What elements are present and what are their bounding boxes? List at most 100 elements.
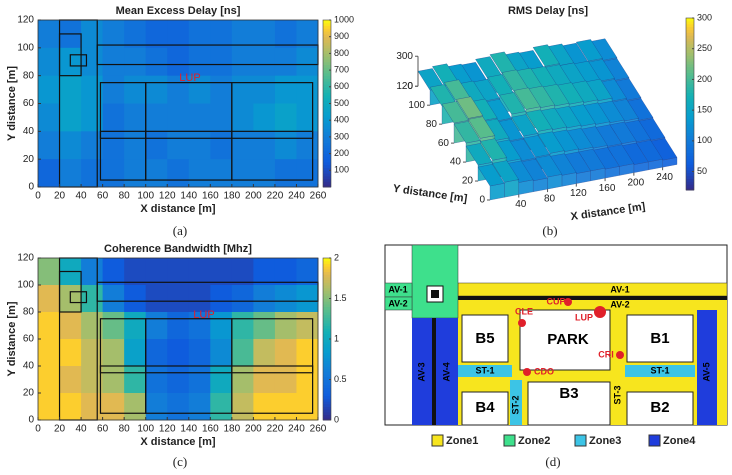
block xyxy=(461,391,509,426)
colorbar-step xyxy=(323,86,331,91)
colorbar-step xyxy=(686,52,694,56)
colorbar-step xyxy=(323,325,331,329)
colorbar-step xyxy=(323,145,331,149)
colorbar-step xyxy=(323,285,331,289)
x-tick-label: 240 xyxy=(288,424,305,435)
heat-cell xyxy=(210,339,233,367)
heat-cell xyxy=(145,103,168,132)
colorbar-step xyxy=(323,387,331,391)
colorbar-step xyxy=(323,58,331,63)
heat-cell xyxy=(38,285,60,313)
legend-label: Zone2 xyxy=(518,435,550,447)
y-tick-label: 100 xyxy=(17,280,34,291)
colorbar-step xyxy=(323,22,331,27)
y-tick-label: 40 xyxy=(450,157,462,168)
colorbar-step xyxy=(323,45,331,49)
colorbar-step xyxy=(323,134,331,138)
colorbar-step xyxy=(323,84,331,88)
heat-cell xyxy=(274,159,297,188)
x-axis-label: X distance [m] xyxy=(140,203,216,215)
heat-cell xyxy=(167,312,190,340)
y-tick-label: 100 xyxy=(408,100,425,111)
colorbar-tick-label: 200 xyxy=(334,148,349,158)
colorbar-step xyxy=(323,401,331,405)
street xyxy=(412,318,432,425)
heat-cell xyxy=(231,366,254,394)
heat-cell xyxy=(253,312,276,340)
surface-tile xyxy=(575,39,603,62)
chart-title: Coherence Bandwidth [Mhz] xyxy=(104,243,252,255)
colorbar-step xyxy=(323,276,331,281)
heat-cell xyxy=(81,47,104,77)
colorbar-step xyxy=(323,376,331,380)
heat-cell xyxy=(102,47,125,77)
colorbar-step xyxy=(686,89,694,94)
colorbar-step xyxy=(686,178,694,182)
colorbar-step xyxy=(323,411,331,416)
surface-tile xyxy=(441,101,469,124)
heat-cell xyxy=(274,103,297,132)
colorbar-step xyxy=(323,347,331,351)
x-tick-label: 260 xyxy=(310,424,327,435)
colorbar-tick-label: 150 xyxy=(697,105,712,115)
heat-cell xyxy=(188,131,211,160)
colorbar-step xyxy=(323,395,331,399)
colorbar-step xyxy=(323,173,331,177)
colorbar-step xyxy=(323,287,331,291)
surface-tile xyxy=(465,143,493,166)
colorbar-step xyxy=(686,75,694,79)
median xyxy=(432,318,436,425)
colorbar-step xyxy=(686,38,694,42)
colorbar-step xyxy=(323,403,331,407)
surface-tile xyxy=(480,138,508,161)
x-tick-label: 40 xyxy=(76,191,88,202)
colorbar-tick-label: 400 xyxy=(334,115,349,125)
heat-cell xyxy=(38,312,60,340)
colorbar-step xyxy=(323,393,331,397)
surface-tile xyxy=(537,131,565,154)
street xyxy=(384,296,413,311)
heat-cell xyxy=(124,258,147,286)
heat-cell xyxy=(296,47,319,77)
street xyxy=(436,318,458,425)
point-label: LUP xyxy=(575,312,593,322)
point-marker xyxy=(616,351,624,359)
heat-cell xyxy=(296,258,319,286)
heat-cell xyxy=(59,75,82,104)
colorbar-step xyxy=(323,153,331,157)
heat-cell xyxy=(210,366,233,394)
heat-cell xyxy=(124,131,147,160)
y-tick-label: 0 xyxy=(28,415,34,426)
heat-cell xyxy=(145,339,168,367)
x-tick-label: 200 xyxy=(628,177,645,188)
colorbar-step xyxy=(323,131,331,135)
heat-cell xyxy=(274,312,297,340)
colorbar-tick-label: 1000 xyxy=(334,14,354,24)
y-tick-label: 120 xyxy=(396,81,413,92)
heat-cell xyxy=(296,75,319,104)
heat-cell xyxy=(188,258,211,286)
street xyxy=(697,310,717,425)
colorbar-step xyxy=(686,158,694,162)
colorbar-tick-label: 1.5 xyxy=(334,293,347,303)
point-label: CLE xyxy=(515,306,533,316)
block-label: B4 xyxy=(475,399,495,416)
colorbar-step xyxy=(323,349,331,353)
chart-title: Mean Excess Delay [ns] xyxy=(116,5,241,17)
annotation: LUP xyxy=(193,309,214,321)
x-tick-label: 0 xyxy=(35,191,41,202)
heat-cell xyxy=(102,312,125,340)
colorbar-step xyxy=(686,138,694,142)
heat-cell xyxy=(38,159,60,188)
colorbar-step xyxy=(323,122,331,127)
heat-cell xyxy=(81,159,104,188)
colorbar-step xyxy=(323,156,331,160)
colorbar-step xyxy=(686,104,694,108)
colorbar-step xyxy=(686,32,694,36)
caption: (c) xyxy=(173,454,187,469)
colorbar-step xyxy=(323,333,331,337)
legend-label: Zone1 xyxy=(446,435,478,447)
colorbar-step xyxy=(323,109,331,113)
colorbar-step xyxy=(686,40,694,45)
heat-cell xyxy=(145,47,168,77)
